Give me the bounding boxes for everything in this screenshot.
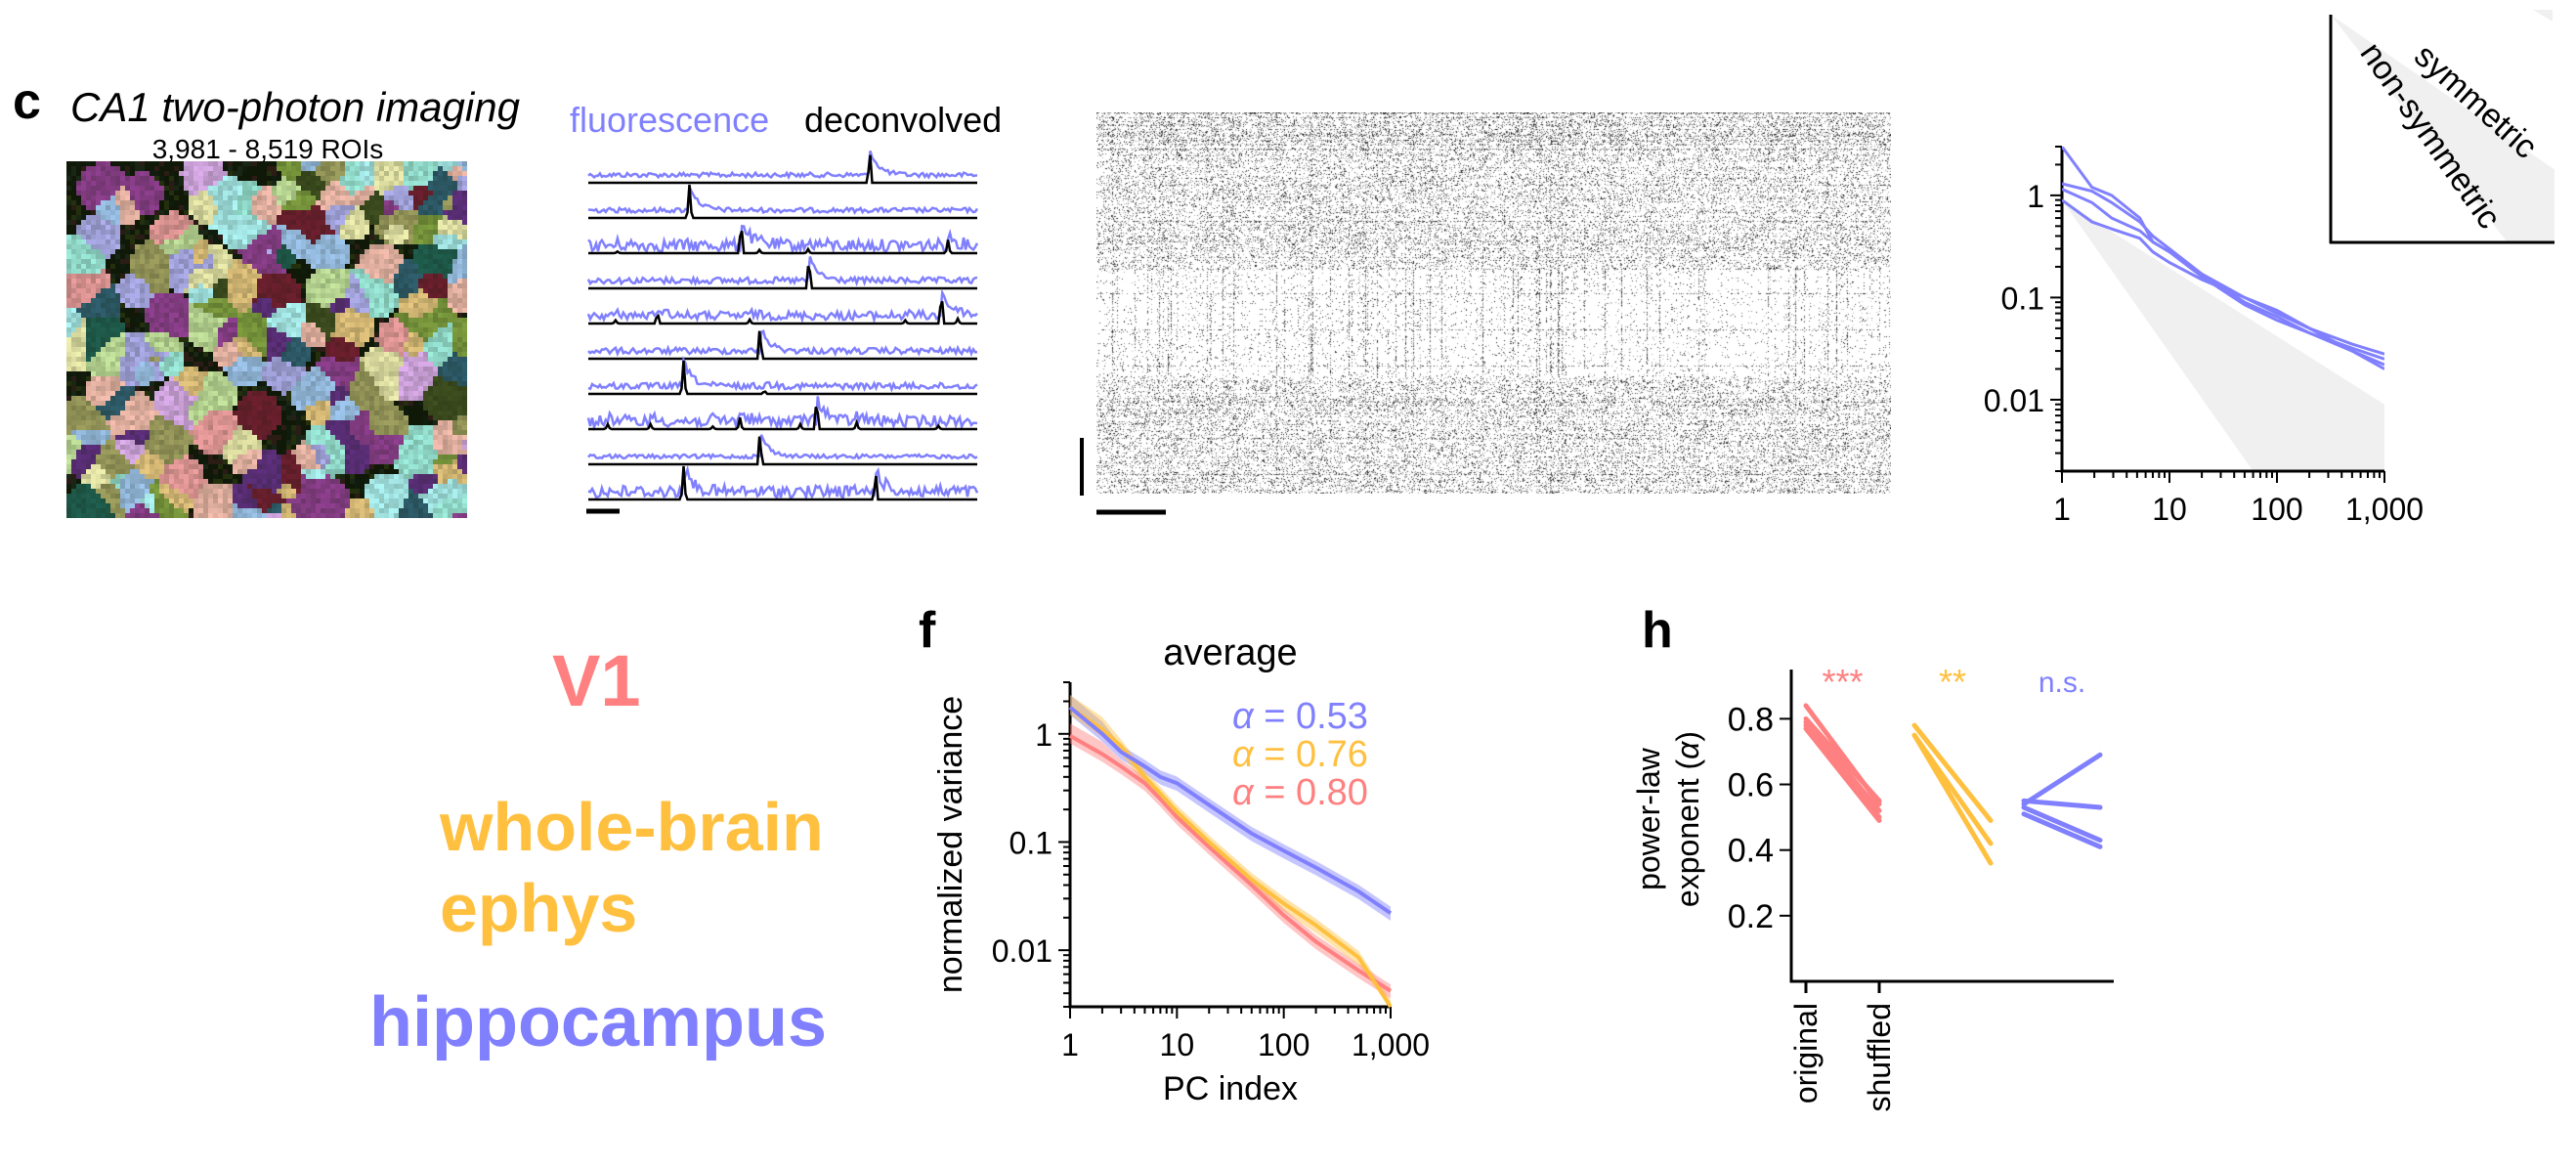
y-tick-label: 0.01: [992, 933, 1052, 969]
deconvolved-trace: [588, 230, 977, 255]
deconvolved-trace: [588, 265, 977, 290]
shaded-band: [2062, 199, 2384, 471]
legend-hippocampus: hippocampus: [369, 983, 827, 1062]
x-tick-label: 1: [2053, 492, 2071, 527]
deconvolved-trace: [588, 436, 977, 466]
panel-label-h: h: [1642, 602, 1673, 659]
fluorescence-label: fluorescence: [570, 100, 769, 140]
paired-line: [2021, 798, 2103, 810]
spectrum-chart: 1 0.1 0.01 1 10 100 1,000: [1984, 146, 2424, 527]
paired-line: [2021, 752, 2103, 807]
corner-shade: [2533, 10, 2553, 22]
fluorescence-trace: [587, 329, 978, 358]
legend-ephys: ephys: [440, 870, 637, 946]
activity-raster-image: [1096, 112, 1891, 494]
paired-line: [1803, 715, 1882, 803]
y-tick-label: 0.6: [1728, 767, 1774, 804]
significance-label: n.s.: [2039, 667, 2085, 699]
y-tick-label: 0.01: [1984, 383, 2044, 418]
panel-f-ylabel: normalized variance: [932, 696, 969, 993]
spectrum-mean-line: [1068, 706, 1393, 915]
panel-c-title: CA1 two-photon imaging: [70, 84, 520, 130]
deconvolved-trace: [588, 360, 977, 396]
x-tick-label: 1,000: [1352, 1027, 1430, 1062]
error-band: [1070, 695, 1391, 1007]
fluorescence-trace: [586, 288, 978, 325]
inset-shaded-band: [2331, 15, 2555, 242]
alpha-legend-entry: α = 0.53: [1232, 696, 1368, 737]
alpha-value: = 0.80: [1254, 772, 1368, 813]
fluorescence-trace: [587, 356, 978, 393]
fluorescence-trace: [586, 396, 978, 432]
fluorescence-trace: [586, 256, 978, 287]
deconvolved-trace: [588, 465, 977, 501]
deconvolved-trace: [588, 184, 977, 220]
alpha-legend-entry: α = 0.80: [1232, 772, 1368, 813]
fluorescence-trace: [587, 151, 978, 180]
ylabel-text: exponent (: [1670, 759, 1705, 908]
panel-h-ylabel-line2: exponent (α): [1670, 731, 1705, 907]
paired-line: [2021, 811, 2103, 849]
significance-label: **: [1939, 662, 1966, 702]
paired-line: [1911, 722, 1994, 823]
spectrum-mean-line: [1068, 705, 1393, 1009]
deconvolved-trace: [588, 330, 977, 361]
deconvolved-trace: [588, 154, 977, 185]
deconvolved-trace: [588, 300, 977, 325]
x-tick-label-shuffled: shuffled: [1862, 1003, 1897, 1112]
panel-f-xlabel: PC index: [1163, 1070, 1298, 1107]
deconvolved-trace: [588, 406, 977, 431]
paired-line: [1803, 725, 1882, 823]
spectrum-mean-line: [1069, 734, 1393, 993]
paired-line: [1911, 732, 1994, 866]
roi-mosaic-image: [66, 161, 467, 518]
alpha-legend-entry: α = 0.76: [1232, 734, 1368, 775]
y-tick-label: 1: [1035, 717, 1052, 753]
fluorescence-trace: [587, 464, 979, 502]
y-tick-label: 0.1: [1009, 825, 1052, 860]
x-tick-label: 10: [2152, 492, 2187, 527]
legend-v1: V1: [552, 640, 641, 721]
ylabel-paren: ): [1670, 731, 1705, 742]
x-tick-label: 1: [1061, 1027, 1079, 1062]
deconvolved-label: deconvolved: [804, 100, 1002, 140]
x-tick-label: 100: [1258, 1027, 1309, 1062]
x-tick-label-original: original: [1788, 1003, 1824, 1104]
panel-label-f: f: [919, 602, 936, 659]
panel-c-subtitle: 3,981 - 8,519 ROIs: [152, 134, 384, 164]
x-tick-label: 1,000: [2345, 492, 2424, 527]
significance-label: ***: [1822, 662, 1863, 702]
alpha-symbol: α: [1232, 734, 1255, 775]
traces-group: [586, 151, 979, 502]
y-tick-label: 0.4: [1728, 833, 1774, 870]
spectrum-line: [2062, 188, 2384, 370]
panel-f-title: average: [1163, 632, 1297, 673]
y-tick-label: 0.1: [2001, 281, 2044, 316]
x-tick-label: 10: [1160, 1027, 1195, 1062]
alpha-value: = 0.76: [1254, 734, 1368, 775]
fluorescence-trace: [587, 224, 979, 256]
alpha-symbol: α: [1670, 741, 1705, 759]
x-tick-label: 100: [2251, 492, 2302, 527]
fluorescence-trace: [587, 186, 979, 215]
panel-label-c: c: [13, 73, 41, 130]
y-tick-label: 0.2: [1728, 898, 1774, 935]
inset-diagram: symmetric non-symmetric: [2329, 10, 2555, 244]
alpha-symbol: α: [1232, 696, 1255, 737]
spectrum-line: [2062, 198, 2384, 356]
alpha-symbol: α: [1232, 772, 1255, 813]
paired-line: [2021, 804, 2103, 844]
alpha-value: = 0.53: [1254, 696, 1368, 737]
y-tick-label: 0.8: [1728, 701, 1774, 738]
y-tick-label: 1: [2027, 179, 2044, 214]
legend-whole-brain: whole-brain: [439, 789, 824, 865]
fluorescence-trace: [587, 434, 978, 460]
panel-h-ylabel-line1: power-law: [1631, 747, 1666, 890]
